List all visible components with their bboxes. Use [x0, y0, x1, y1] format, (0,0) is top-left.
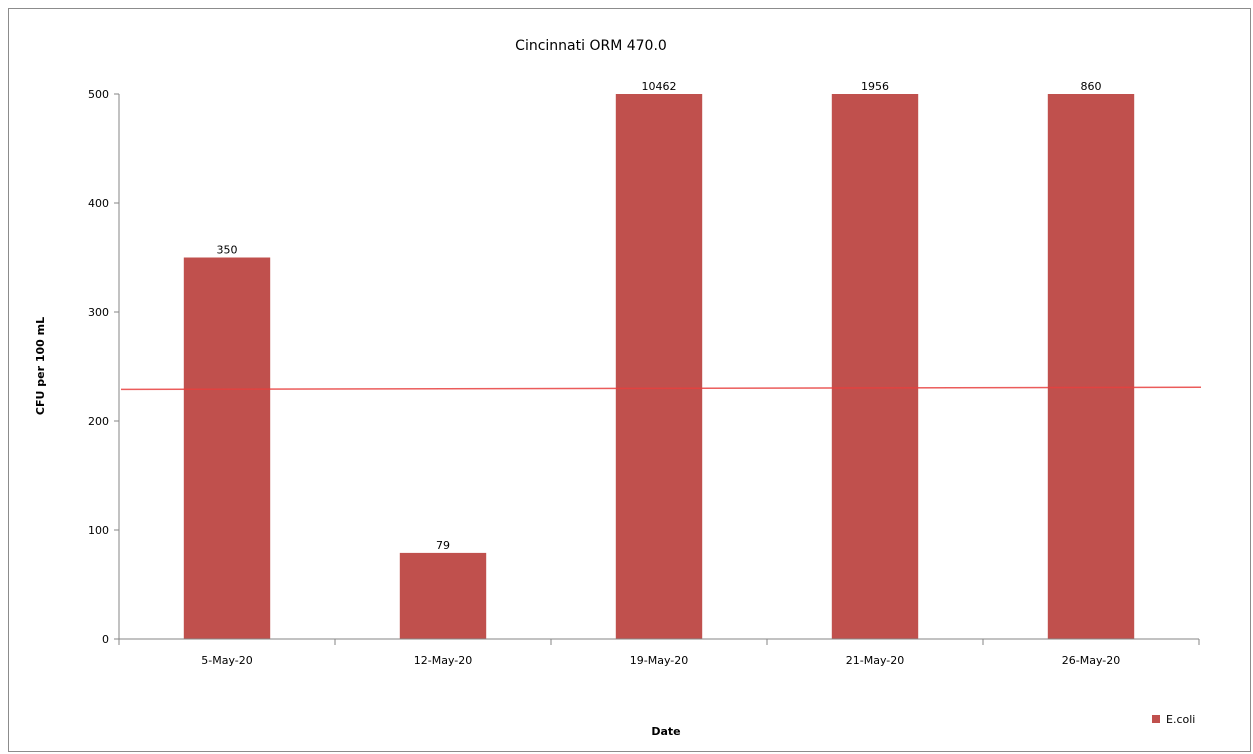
bar-series	[183, 94, 1135, 639]
bar	[1047, 94, 1135, 639]
y-tick-label: 100	[88, 524, 109, 537]
bar-chart: Cincinnati ORM 470.0 CFU per 100 mL Date…	[34, 38, 1202, 738]
legend: E.coli	[1152, 713, 1195, 726]
bar	[399, 552, 487, 639]
y-tick-label: 300	[88, 306, 109, 319]
bar-value-label: 10462	[642, 80, 677, 93]
y-tick-label: 0	[102, 633, 109, 646]
legend-label: E.coli	[1166, 713, 1195, 726]
reference-line-group	[120, 386, 1202, 391]
y-axis: 0 100 200 300 400 500	[88, 88, 119, 646]
y-axis-title: CFU per 100 mL	[34, 317, 47, 415]
chart-title: Cincinnati ORM 470.0	[515, 38, 667, 54]
x-tick-label: 5-May-20	[201, 654, 252, 667]
x-axis-title: Date	[651, 725, 680, 738]
bar-value-label: 79	[436, 539, 450, 552]
legend-swatch	[1152, 715, 1160, 723]
reference-line	[120, 386, 1202, 391]
bar	[183, 257, 271, 639]
bar	[831, 94, 919, 639]
y-tick-label: 500	[88, 88, 109, 101]
y-tick-label: 200	[88, 415, 109, 428]
bar-value-label: 350	[217, 244, 238, 257]
chart-frame: Cincinnati ORM 470.0 CFU per 100 mL Date…	[8, 8, 1251, 752]
x-tick-label: 21-May-20	[846, 654, 904, 667]
x-tick-label: 19-May-20	[630, 654, 688, 667]
x-tick-label: 12-May-20	[414, 654, 472, 667]
bar-value-label: 1956	[861, 80, 889, 93]
bar-value-label: 860	[1081, 80, 1102, 93]
x-axis: 5-May-20 12-May-20 19-May-20 21-May-20 26-Ma…	[118, 639, 1200, 667]
x-tick-label: 26-May-20	[1062, 654, 1120, 667]
bar	[615, 94, 703, 639]
data-labels: 350 79 10462 1956 860	[217, 80, 1102, 552]
y-tick-label: 400	[88, 197, 109, 210]
